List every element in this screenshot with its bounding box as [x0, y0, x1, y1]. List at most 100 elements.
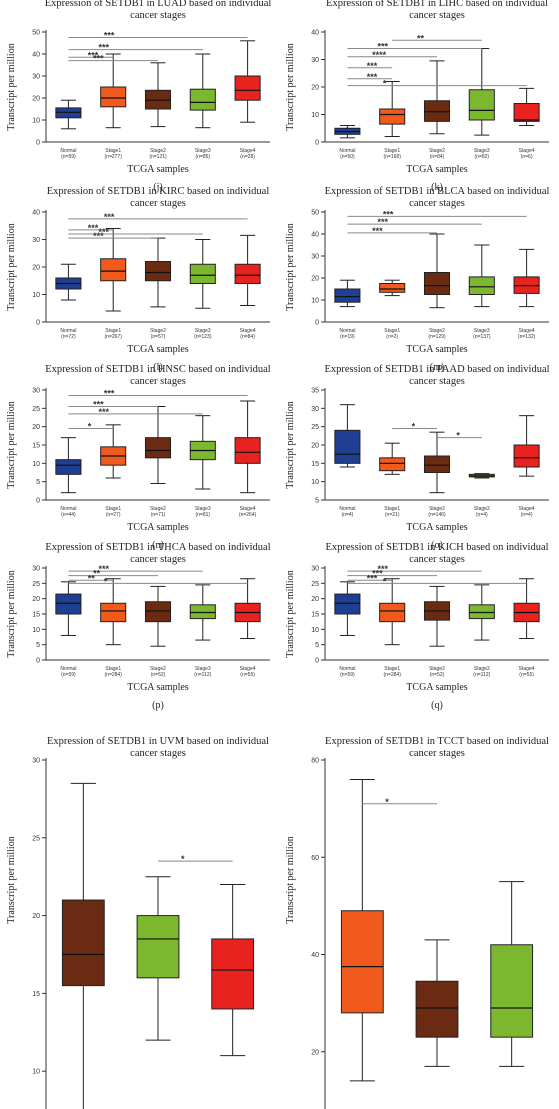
panel-label: (k)	[431, 182, 443, 193]
box-stage2: Stage2(n=52)	[144, 585, 172, 678]
box-stage4: Stage4(n=264)	[234, 400, 261, 518]
y-tick-label: 20	[311, 443, 319, 450]
category-count: (n=85)	[196, 154, 211, 160]
y-tick-label: 30	[32, 566, 40, 573]
box-iqr	[211, 938, 255, 1010]
category-label: Stage1	[384, 506, 400, 512]
category-count: (n=4)	[521, 512, 533, 518]
significance-label: *	[412, 422, 416, 432]
box-normal: Normal(n=4)	[334, 404, 361, 518]
x-axis-label: TCGA samples	[406, 164, 467, 175]
box-group-2	[136, 876, 180, 1041]
y-tick-label: 20	[311, 276, 319, 283]
y-tick-label: 5	[315, 498, 319, 505]
box-iqr	[423, 455, 451, 473]
box-iqr	[144, 261, 172, 282]
significance-label: ***	[88, 50, 99, 60]
chart-title-line: Expression of SETDB1 in HNSC based on in…	[45, 364, 271, 375]
category-count: (n=123)	[194, 334, 212, 340]
category-count: (n=267)	[105, 334, 123, 340]
y-tick-label: 0	[36, 140, 40, 147]
category-count: (n=4)	[341, 512, 353, 518]
y-tick-label: 15	[32, 612, 40, 619]
significance-label: *	[383, 576, 387, 586]
chart-title-line: Expression of SETDB1 in KICH based on in…	[325, 542, 548, 553]
significance-label: **	[88, 573, 96, 583]
chart-panel-2: Expression of SETDB1 in LIHC based on in…	[285, 0, 549, 193]
box-iqr	[340, 910, 384, 1014]
box-group-3	[490, 881, 534, 1067]
box-iqr	[189, 604, 216, 620]
y-tick-label: 20	[32, 596, 40, 603]
chart-panel-8: Expression of SETDB1 in KICH based on in…	[285, 542, 549, 711]
x-axis-label: TCGA samples	[127, 522, 188, 533]
significance-label: ***	[93, 54, 104, 64]
y-tick-label: 25	[311, 581, 319, 588]
y-axis-label: Transcript per million	[6, 570, 17, 657]
box-stage4: Stage4(n=4)	[513, 415, 540, 518]
box-stage1: Stage1(n=267)	[100, 228, 127, 340]
category-label: Stage4	[519, 148, 535, 154]
box-stage3: Stage3(n=82)	[468, 48, 495, 160]
chart-title-line: cancer stages	[130, 554, 186, 565]
significance-label: ***	[378, 217, 389, 227]
y-axis-label: Transcript per million	[6, 223, 17, 310]
y-tick-label: 60	[311, 855, 319, 862]
chart-title-line: cancer stages	[130, 10, 186, 21]
category-count: (n=121)	[149, 154, 167, 160]
category-label: Normal	[60, 506, 76, 512]
category-label: Stage4	[519, 328, 535, 334]
y-tick-label: 25	[32, 835, 40, 842]
category-label: Stage1	[105, 506, 121, 512]
y-tick-label: 50	[311, 210, 319, 217]
category-label: Stage3	[474, 328, 490, 334]
category-label: Normal	[339, 666, 355, 672]
category-count: (n=52)	[151, 672, 166, 678]
panel-label: (m)	[430, 362, 444, 373]
category-label: Stage3	[195, 148, 211, 154]
significance-label: *	[456, 431, 460, 441]
y-axis-label: Transcript per million	[6, 836, 17, 923]
category-count: (n=264)	[239, 512, 257, 518]
category-label: Stage2	[150, 506, 166, 512]
category-label: Stage3	[474, 666, 490, 672]
box-stage1: Stage1(n=277)	[100, 53, 127, 160]
box-iqr	[415, 980, 459, 1038]
category-count: (n=129)	[428, 334, 446, 340]
category-count: (n=21)	[385, 512, 400, 518]
chart-title-line: cancer stages	[130, 748, 186, 759]
significance-label: ***	[367, 72, 378, 82]
box-stage1: Stage1(n=168)	[379, 81, 406, 160]
significance-label: ***	[99, 43, 110, 53]
category-count: (n=137)	[473, 334, 491, 340]
y-tick-label: 20	[32, 913, 40, 920]
category-label: Stage2	[429, 148, 445, 154]
box-iqr	[468, 276, 495, 295]
chart-title-line: cancer stages	[409, 376, 465, 387]
chart-title-line: Expression of SETDB1 in TCCT based on in…	[325, 736, 549, 747]
y-tick-label: 0	[315, 658, 319, 665]
box-iqr	[100, 86, 127, 108]
significance-label: ***	[367, 573, 378, 583]
significance-label: ***	[104, 389, 115, 399]
category-count: (n=284)	[384, 672, 402, 678]
category-count: (n=284)	[105, 672, 123, 678]
y-tick-label: 10	[311, 298, 319, 305]
category-count: (n=28)	[240, 154, 255, 160]
chart-panel-6: Expression of SETDB1 in PAAD based on in…	[285, 364, 550, 551]
category-count: (n=168)	[384, 154, 402, 160]
box-iqr	[513, 444, 540, 468]
chart-title-line: cancer stages	[130, 376, 186, 387]
y-tick-label: 25	[311, 424, 319, 431]
box-normal: Normal(n=59)	[334, 581, 361, 678]
panel-label: (l)	[153, 362, 162, 373]
box-iqr	[144, 437, 172, 459]
box-group-1	[340, 778, 384, 1082]
y-tick-label: 40	[311, 952, 319, 959]
box-stage4: Stage4(n=28)	[234, 40, 261, 160]
category-count: (n=146)	[428, 512, 446, 518]
significance-label: ***	[104, 31, 115, 41]
box-stage3: Stage3(n=85)	[189, 53, 216, 160]
category-label: Stage3	[474, 506, 490, 512]
category-count: (n=2)	[386, 334, 398, 340]
